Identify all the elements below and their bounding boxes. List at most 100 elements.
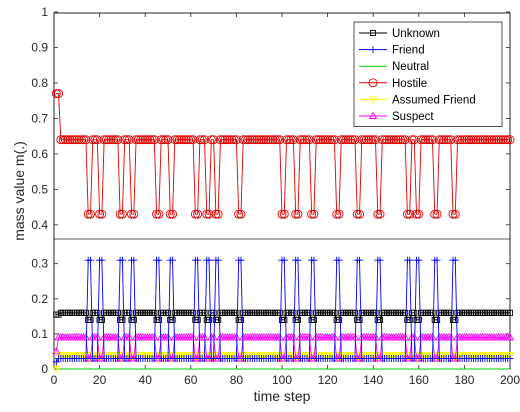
data-point-hostile (314, 135, 323, 145)
data-point-hostile (88, 135, 98, 145)
data-point-hostile (425, 135, 435, 145)
data-point-hostile (83, 209, 93, 219)
data-point-unknown (164, 309, 172, 316)
data-point-friend (98, 256, 106, 264)
legend-box (353, 21, 503, 127)
data-point-hostile (193, 209, 203, 219)
data-point-hostile (348, 135, 358, 145)
series-hostile (51, 89, 515, 219)
data-point-hostile (268, 135, 278, 145)
data-point-hostile (489, 135, 499, 145)
data-point-unknown (201, 309, 208, 316)
data-point-unknown (281, 316, 288, 323)
data-point-hostile (97, 209, 107, 219)
data-point-unknown (215, 316, 222, 323)
data-point-unknown (114, 309, 121, 316)
data-point-hostile (448, 209, 458, 219)
data-point-hostile (138, 135, 148, 145)
data-point-hostile (206, 135, 216, 145)
data-point-unknown (356, 316, 363, 323)
data-point-hostile (503, 135, 513, 145)
legend-label-neutral: Neutral (392, 61, 429, 73)
series-group (51, 89, 515, 374)
data-point-friend (214, 256, 222, 264)
data-point-hostile (341, 135, 351, 145)
data-point-hostile (428, 135, 437, 145)
data-point-hostile (229, 135, 239, 145)
data-point-hostile (475, 135, 485, 145)
data-point-hostile (373, 209, 383, 219)
data-point-hostile (108, 135, 118, 145)
data-point-unknown (98, 316, 105, 323)
data-point-hostile (58, 135, 68, 145)
data-point-hostile (234, 209, 244, 219)
data-point-hostile (200, 135, 209, 145)
data-point-hostile (480, 135, 490, 145)
data-point-hostile (325, 135, 335, 145)
data-point-hostile (152, 209, 162, 219)
data-point-hostile (170, 135, 180, 145)
y-tick-label: 1 (41, 5, 48, 19)
data-point-friend (330, 354, 338, 362)
data-point-unknown (306, 309, 313, 316)
legend-item-neutral: Neutral (359, 61, 429, 73)
data-point-hostile (275, 135, 285, 145)
data-point-unknown (276, 309, 283, 316)
data-point-hostile (307, 209, 317, 219)
data-point-hostile (393, 135, 403, 145)
data-point-unknown (237, 316, 245, 323)
x-tick-label: 140 (363, 373, 383, 387)
data-point-friend (150, 354, 158, 362)
data-point-hostile (412, 209, 421, 219)
data-point-hostile (357, 135, 367, 145)
data-point-hostile (127, 209, 136, 219)
data-point-hostile (177, 135, 187, 145)
y-tick-label: 0.1 (31, 327, 48, 341)
data-point-hostile (165, 209, 175, 219)
data-point-assumed-friend (505, 352, 515, 360)
data-point-hostile (282, 135, 292, 145)
data-point-hostile (117, 209, 127, 219)
data-point-hostile (389, 135, 399, 145)
data-point-hostile (327, 135, 337, 145)
data-point-friend (86, 256, 94, 264)
data-point-hostile (184, 135, 193, 145)
data-point-hostile (259, 135, 269, 145)
data-point-hostile (227, 135, 237, 145)
data-point-friend (410, 354, 418, 362)
data-point-hostile (95, 209, 105, 219)
data-point-hostile (402, 209, 412, 219)
data-point-hostile (318, 135, 328, 145)
data-point-hostile (291, 209, 301, 219)
data-point-friend (210, 354, 218, 362)
data-point-unknown (433, 316, 441, 323)
data-point-hostile (443, 135, 453, 145)
data-point-suspect (293, 354, 303, 362)
data-point-suspect (505, 333, 515, 341)
data-point-hostile (60, 135, 70, 145)
data-point-friend (276, 354, 284, 362)
data-point-unknown (155, 316, 162, 323)
data-point-hostile (174, 135, 184, 145)
data-point-hostile (491, 135, 501, 145)
data-point-hostile (446, 135, 456, 145)
data-point-friend (356, 256, 364, 264)
data-point-hostile (405, 209, 415, 219)
data-point-hostile (485, 135, 494, 145)
data-point-friend (232, 354, 240, 362)
legend-item-hostile: Hostile (359, 78, 427, 90)
data-point-suspect (375, 354, 385, 362)
data-point-hostile (336, 135, 346, 145)
data-point-hostile (172, 135, 182, 145)
data-point-suspect (334, 354, 344, 362)
data-point-unknown (87, 316, 94, 323)
data-point-hostile (293, 209, 303, 219)
data-point-friend (406, 256, 414, 264)
data-point-friend (305, 354, 313, 362)
data-point-friend (310, 256, 318, 264)
data-point-unknown (294, 316, 302, 323)
data-point-friend (52, 358, 60, 366)
data-point-hostile (279, 209, 289, 219)
data-point-friend (155, 256, 163, 264)
data-point-hostile (407, 135, 417, 145)
